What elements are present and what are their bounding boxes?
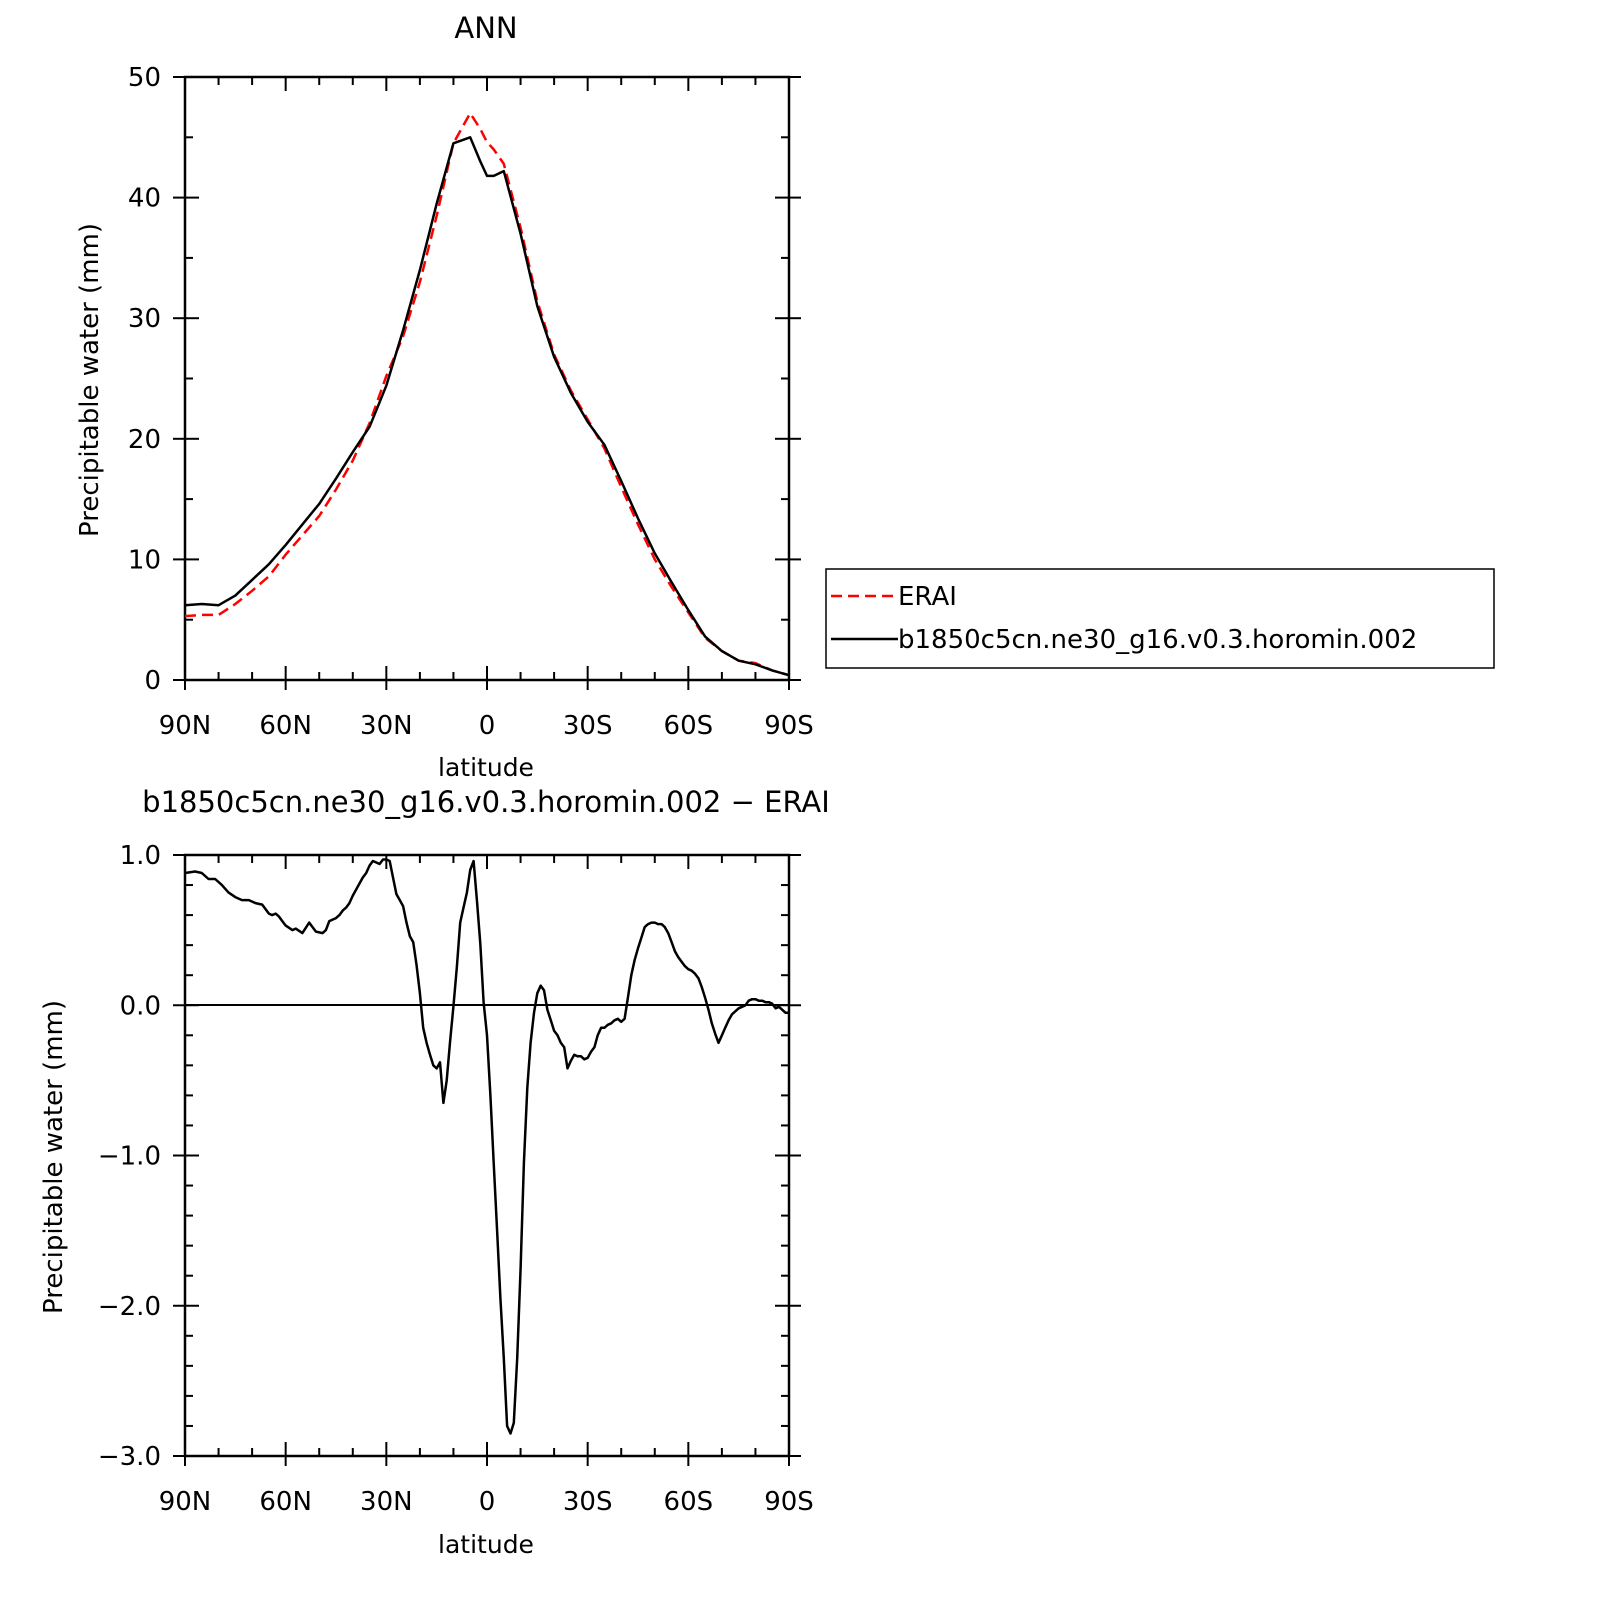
x-tick-label: 90S xyxy=(764,1487,814,1517)
series-line-erai xyxy=(184,111,790,677)
bottom-chart-frame xyxy=(183,853,791,1458)
x-tick-label: 0 xyxy=(479,711,496,741)
y-tick-label: 40 xyxy=(128,184,161,214)
bottom-chart-series-lines xyxy=(184,858,789,1435)
legend: ERAI b1850c5cn.ne30_g16.v0.3.horomin.002 xyxy=(825,568,1495,669)
legend-label-model: b1850c5cn.ne30_g16.v0.3.horomin.002 xyxy=(898,625,1417,655)
top-chart: ANN 0 10 20 30 40 50 90N 60N 30N 0 30S 60S 90S lati… xyxy=(75,11,1495,782)
y-tick-label: −3.0 xyxy=(98,1442,161,1472)
top-chart-y-tick-labels: 0 10 20 30 40 50 xyxy=(128,63,161,696)
top-chart-series-lines xyxy=(184,111,790,677)
top-chart-y-axis-label: Precipitable water (mm) xyxy=(75,223,105,537)
x-tick-label: 90N xyxy=(159,1487,212,1517)
top-chart-x-tick-labels: 90N 60N 30N 0 30S 60S 90S xyxy=(159,711,814,741)
bottom-chart-y-axis-label: Precipitable water (mm) xyxy=(39,1000,69,1314)
x-tick-label: 30S xyxy=(563,711,613,741)
bottom-chart-x-tick-labels: 90N 60N 30N 0 30S 60S 90S xyxy=(159,1487,814,1517)
y-tick-label: −2.0 xyxy=(98,1292,161,1322)
y-tick-label: 20 xyxy=(128,425,161,455)
top-chart-ticks xyxy=(173,76,801,690)
y-tick-label: 10 xyxy=(128,545,161,575)
bottom-chart: b1850c5cn.ne30_g16.v0.3.horomin.002 − ER… xyxy=(39,785,830,1559)
y-tick-label: −1.0 xyxy=(98,1142,161,1172)
y-tick-label: 50 xyxy=(128,63,161,93)
legend-label-erai: ERAI xyxy=(898,582,957,612)
x-tick-label: 60N xyxy=(259,711,312,741)
x-tick-label: 60N xyxy=(259,1487,312,1517)
x-tick-label: 30N xyxy=(360,711,413,741)
y-tick-label: 1.0 xyxy=(120,841,161,871)
x-tick-label: 30N xyxy=(360,1487,413,1517)
y-tick-label: 30 xyxy=(128,304,161,334)
top-chart-x-axis-label: latitude xyxy=(438,753,534,782)
bottom-chart-ticks xyxy=(173,854,801,1466)
bottom-chart-x-axis-label: latitude xyxy=(438,1530,534,1559)
y-tick-label: 0 xyxy=(144,666,161,696)
x-tick-label: 30S xyxy=(563,1487,613,1517)
top-chart-frame xyxy=(183,75,791,682)
x-tick-label: 60S xyxy=(664,711,714,741)
x-tick-label: 60S xyxy=(664,1487,714,1517)
series-line-difference xyxy=(184,858,789,1435)
bottom-chart-title: b1850c5cn.ne30_g16.v0.3.horomin.002 − ER… xyxy=(142,785,830,819)
y-tick-label: 0.0 xyxy=(120,991,161,1021)
x-tick-label: 90N xyxy=(159,711,212,741)
top-chart-title: ANN xyxy=(454,11,517,45)
bottom-chart-y-tick-labels: 1.0 0.0 −1.0 −2.0 −3.0 xyxy=(98,841,161,1472)
x-tick-label: 90S xyxy=(764,711,814,741)
legend-box xyxy=(825,568,1495,669)
series-line-model xyxy=(184,136,790,677)
x-tick-label: 0 xyxy=(479,1487,496,1517)
